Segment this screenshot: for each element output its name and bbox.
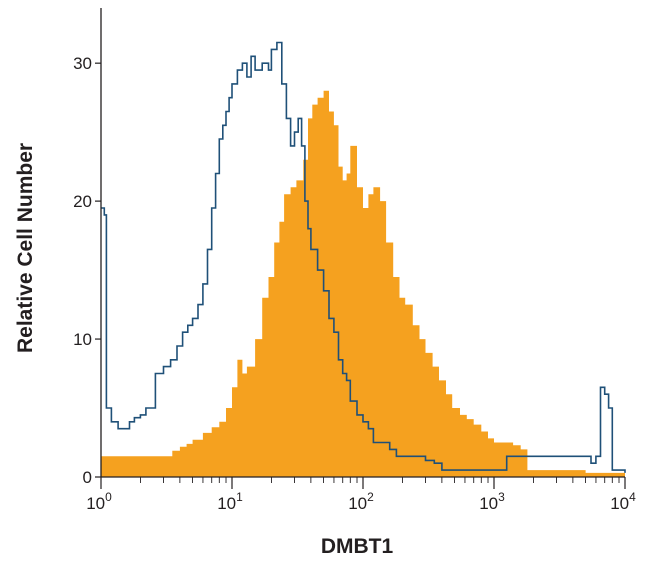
y-tick-label-1: 10 — [73, 330, 92, 349]
x-tick-label-2: 102 — [348, 490, 374, 513]
x-tick-label-0: 100 — [86, 490, 112, 513]
ticks-layer: 100 101 102 103 104 0 10 20 30 — [73, 54, 636, 513]
x-tick-label-3: 103 — [479, 490, 505, 513]
x-axis-title: DMBT1 — [321, 535, 394, 558]
x-tick-label-1: 101 — [217, 490, 243, 513]
y-tick-label-0: 0 — [83, 468, 92, 487]
outline-series-1 — [101, 41, 626, 473]
y-tick-label-2: 20 — [73, 192, 92, 211]
y-tick-label-3: 30 — [73, 54, 92, 73]
series-layer — [101, 41, 626, 478]
x-tick-label-4: 104 — [610, 490, 636, 513]
filled-series-0 — [101, 90, 625, 478]
y-axis-title: Relative Cell Number — [14, 143, 37, 353]
